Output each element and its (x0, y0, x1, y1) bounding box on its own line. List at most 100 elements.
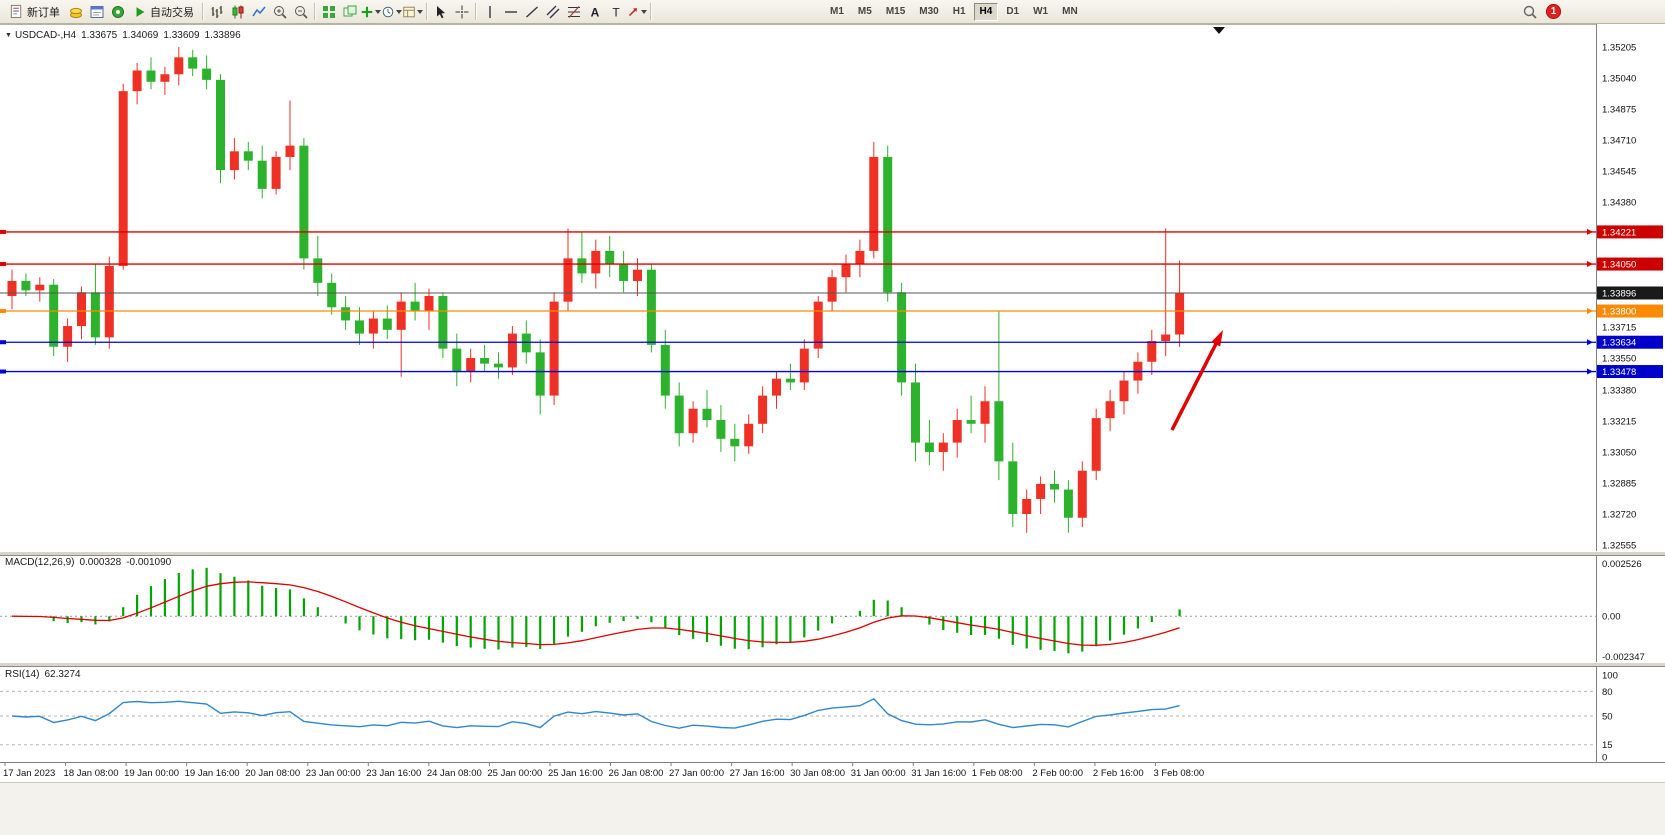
price-tag-1.33896: 1.33896 (1597, 286, 1663, 300)
svg-text:20 Jan 08:00: 20 Jan 08:00 (245, 768, 300, 779)
timeframe-button-H4[interactable]: H4 (973, 2, 999, 21)
chart-shift-marker[interactable] (1213, 27, 1225, 34)
horizontal-line-1.33800[interactable] (0, 308, 1596, 315)
cascade-windows-icon (343, 5, 356, 16)
svg-text:1.33896: 1.33896 (1602, 288, 1636, 299)
arrow-shape-icon (628, 7, 637, 16)
ohlc-open: 1.33675 (81, 30, 118, 41)
svg-text:1.32720: 1.32720 (1602, 509, 1636, 520)
timeframe-button-M5[interactable]: M5 (857, 5, 872, 17)
svg-text:0.00: 0.00 (1602, 612, 1621, 623)
zoom-in-button[interactable] (269, 2, 290, 22)
indicators-plus-icon (361, 6, 373, 17)
candles-layer (7, 47, 1185, 533)
trendline-tool-button[interactable] (521, 2, 542, 22)
timeframe-button-M1[interactable]: M1 (830, 5, 844, 17)
dropdown-caret-icon (375, 9, 381, 14)
autotrading-button[interactable]: 自动交易 (128, 1, 199, 23)
candlestick-mode-button[interactable] (227, 2, 248, 22)
channel-tool-button[interactable] (542, 2, 563, 22)
zoom-out-icon (294, 5, 308, 19)
svg-text:1.33380: 1.33380 (1602, 385, 1636, 396)
timeframe-button-H1[interactable]: H1 (952, 5, 966, 17)
zoom-out-button[interactable] (290, 2, 311, 22)
data-window-icon (90, 5, 103, 18)
svg-text:1.34380: 1.34380 (1602, 198, 1636, 209)
horizontal-line-tool-button[interactable] (500, 2, 521, 22)
svg-text:1.33478: 1.33478 (1602, 367, 1636, 378)
svg-text:-0.002347: -0.002347 (1602, 652, 1645, 663)
trend-arrow-annotation[interactable] (1170, 330, 1223, 431)
vertical-line-tool-button[interactable] (479, 2, 500, 22)
price-tag-1.33634: 1.33634 (1597, 335, 1663, 349)
horizontal-line-icon (504, 10, 517, 13)
symbol-dropdown-icon[interactable]: ▼ (5, 32, 12, 39)
dropdown-caret-icon (641, 9, 647, 14)
horizontal-line-1.33478[interactable] (0, 368, 1596, 375)
tile-windows-icon (322, 5, 335, 18)
timeframe-button-M30[interactable]: M30 (919, 5, 939, 17)
data-window-button[interactable] (86, 2, 107, 22)
periods-button[interactable] (381, 2, 402, 22)
arrows-tool-button[interactable] (626, 2, 647, 22)
cursor-icon (436, 5, 445, 18)
notification-badge[interactable]: 1 (1546, 4, 1561, 19)
navigator-button[interactable] (107, 2, 128, 22)
svg-text:A: A (590, 5, 599, 19)
dropdown-caret-icon (417, 9, 423, 14)
cascade-windows-button[interactable] (339, 2, 360, 22)
channel-icon (546, 5, 559, 18)
svg-text:17 Jan 2023: 17 Jan 2023 (3, 768, 55, 779)
price-tag-1.34221: 1.34221 (1597, 225, 1663, 239)
chart-canvas[interactable]: 1.35205 1.35040 1.34875 1.34710 1.34545 1.343… (0, 24, 1665, 835)
svg-text:0.002526: 0.002526 (1602, 559, 1642, 570)
svg-text:31 Jan 00:00: 31 Jan 00:00 (851, 768, 906, 779)
price-tag-1.33478: 1.33478 (1597, 365, 1663, 379)
timeframe-button-MN[interactable]: MN (1062, 5, 1078, 17)
panel-splitter[interactable] (0, 551, 1665, 556)
timeframe-button-D1[interactable]: D1 (1006, 5, 1020, 17)
search-icon[interactable] (1522, 4, 1538, 20)
zoom-in-icon (273, 5, 287, 19)
fibonacci-tool-button[interactable] (563, 2, 584, 22)
time-axis[interactable]: 17 Jan 2023 18 Jan 08:00 19 Jan 00:00 19 Ja… (3, 763, 1204, 779)
timeframe-button-M15[interactable]: M15 (885, 5, 906, 17)
horizontal-line-1.34050[interactable] (0, 261, 1596, 268)
svg-text:19 Jan 16:00: 19 Jan 16:00 (185, 768, 240, 779)
new-order-button[interactable]: 新订单 (4, 1, 65, 23)
line-chart-mode-button[interactable] (248, 2, 269, 22)
macd-indicator-label: MACD(12,26,9) 0.000328 -0.001090 (5, 557, 172, 568)
svg-text:1.34710: 1.34710 (1602, 136, 1636, 147)
vertical-line-icon (488, 5, 491, 18)
market-watch-icon (69, 7, 82, 18)
price-tag-1.33800: 1.33800 (1597, 304, 1663, 318)
ohlc-low: 1.33609 (163, 30, 200, 41)
chart-ohlc-header: ▼ USDCAD-,H4 1.33675 1.34069 1.33609 1.33896 (5, 30, 241, 41)
indicators-button[interactable] (360, 2, 381, 22)
toolbar-right-group: 1 (1522, 4, 1561, 20)
svg-text:1.34050: 1.34050 (1602, 260, 1636, 271)
cursor-tool-button[interactable] (430, 2, 451, 22)
tile-windows-button[interactable] (318, 2, 339, 22)
toolbar-separator (314, 3, 315, 20)
label-tool-button[interactable]: T (605, 2, 626, 22)
timeframe-button-W1[interactable]: W1 (1033, 5, 1049, 17)
svg-text:15: 15 (1602, 740, 1613, 751)
crosshair-tool-button[interactable] (451, 2, 472, 22)
panel-splitter[interactable] (0, 662, 1665, 667)
crosshair-icon (455, 5, 468, 18)
svg-text:1.35040: 1.35040 (1602, 74, 1636, 85)
templates-button[interactable] (402, 2, 423, 22)
autotrading-play-icon (136, 6, 145, 17)
bar-chart-mode-button[interactable] (206, 2, 227, 22)
chart-window: 1.35205 1.35040 1.34875 1.34710 1.34545 1.343… (0, 24, 1665, 835)
svg-text:1.32885: 1.32885 (1602, 478, 1636, 489)
horizontal-line-1.33634[interactable] (0, 339, 1596, 346)
market-watch-button[interactable] (65, 2, 86, 22)
macd-pane: 0.002526 0.00 -0.002347 (0, 559, 1645, 663)
horizontal-line-1.34221[interactable] (0, 228, 1596, 235)
svg-text:1.34545: 1.34545 (1602, 167, 1636, 178)
toolbar-separator (650, 3, 651, 20)
svg-text:23 Jan 16:00: 23 Jan 16:00 (366, 768, 421, 779)
text-tool-button[interactable]: A (584, 2, 605, 22)
